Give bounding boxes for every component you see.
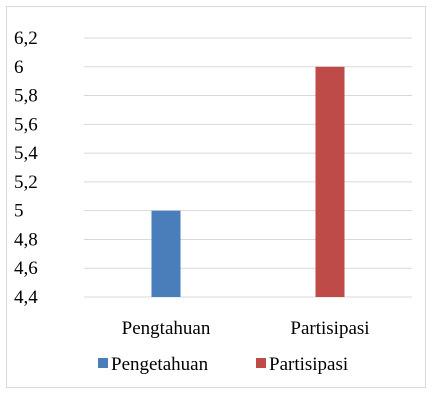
y-tick-label: 5,2: [14, 172, 38, 193]
bar-pengetahuan: [151, 210, 181, 297]
y-tick-label: 5,6: [14, 114, 38, 135]
legend-label-partisipasi: Partisipasi: [269, 354, 348, 375]
y-axis-ticks: 6,2 6 5,8 5,6 5,4 5,2 5 4,8 4,6 4,4: [14, 28, 38, 308]
bar-partisipasi: [315, 66, 345, 298]
legend: Pengetahuan Partisipasi: [98, 354, 348, 375]
y-tick-label: 5,8: [14, 86, 38, 107]
y-tick-label: 4,4: [14, 287, 38, 308]
x-axis-labels: Pengtahuan Partisipasi: [122, 318, 370, 339]
chart-frame: [6, 6, 426, 388]
y-tick-label: 4,6: [14, 258, 38, 279]
y-tick-label: 5: [14, 201, 24, 222]
y-tick-label: 5,4: [14, 143, 38, 164]
x-tick-label: Partisipasi: [290, 318, 369, 339]
legend-label-pengetahuan: Pengetahuan: [111, 354, 209, 375]
y-tick-label: 4,8: [14, 229, 38, 250]
bars: [151, 66, 345, 298]
y-tick-label: 6: [14, 57, 24, 78]
x-tick-label: Pengtahuan: [122, 318, 211, 339]
legend-swatch-partisipasi: [256, 358, 266, 368]
legend-swatch-pengetahuan: [98, 358, 108, 368]
gridlines: [84, 37, 412, 298]
y-tick-label: 6,2: [14, 28, 38, 49]
